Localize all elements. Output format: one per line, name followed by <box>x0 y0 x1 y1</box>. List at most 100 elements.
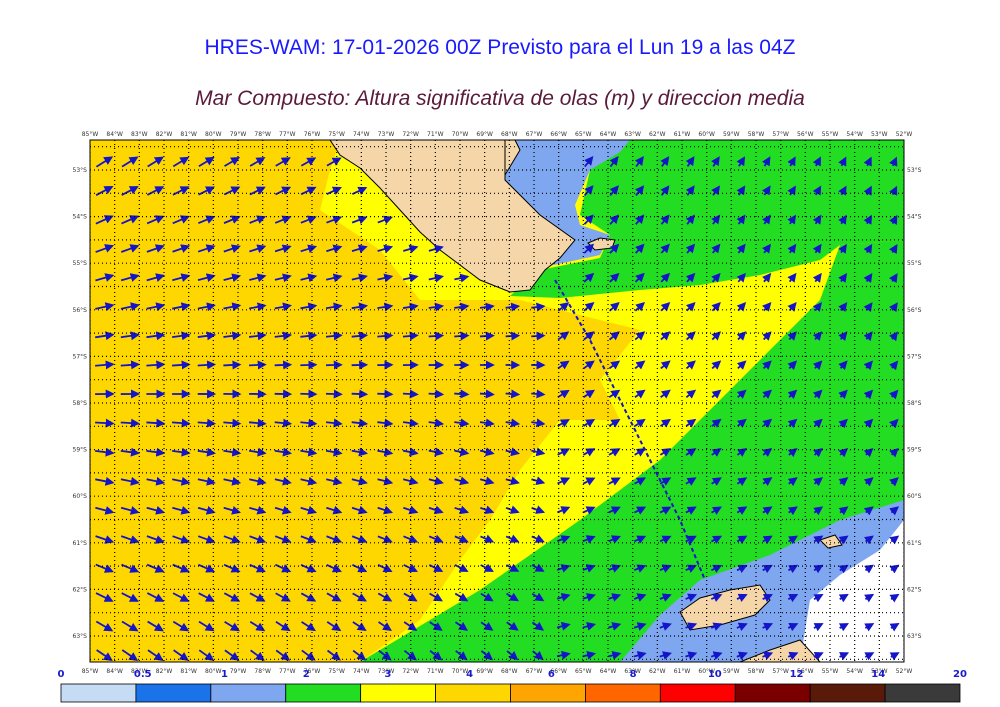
wave-arrow <box>95 447 115 457</box>
lon-label-top: 67°W <box>526 131 543 138</box>
wave-arrow <box>198 563 216 573</box>
wave-arrow <box>377 331 394 341</box>
wave-arrow <box>685 651 698 660</box>
lat-label-right: 56°S <box>907 307 922 314</box>
wave-arrow <box>429 621 443 631</box>
wave-arrow <box>685 564 697 573</box>
wave-arrow <box>402 331 419 341</box>
wave-arrow <box>172 592 190 602</box>
wave-arrow <box>95 273 115 282</box>
wave-arrow <box>608 331 620 341</box>
lon-label-top: 55°W <box>822 131 839 138</box>
wave-arrow <box>479 418 495 428</box>
lon-label-bottom: 55°W <box>822 668 839 675</box>
wave-arrow <box>172 418 191 428</box>
wave-arrow <box>812 302 822 312</box>
wave-arrow <box>377 215 393 225</box>
wave-arrow <box>762 447 773 458</box>
wave-arrow <box>197 418 217 428</box>
wave-arrow <box>863 418 874 429</box>
colorbar-segment <box>884 683 961 703</box>
lon-label-bottom: 66°W <box>550 668 567 675</box>
wave-arrow <box>863 535 874 545</box>
wave-arrow <box>249 244 267 254</box>
wave-arrow <box>325 418 343 428</box>
wave-arrow <box>326 157 342 167</box>
lat-label-left: 54°S <box>73 214 88 221</box>
wave-arrow <box>863 389 874 400</box>
wave-arrow <box>378 649 392 661</box>
wave-arrow <box>172 447 191 457</box>
wave-arrow <box>223 476 242 486</box>
wave-arrow <box>326 215 343 225</box>
wave-arrow <box>838 623 849 632</box>
lat-label-left: 55°S <box>73 260 88 267</box>
wave-arrow <box>736 477 748 486</box>
wave-arrow <box>120 360 141 370</box>
wave-arrow <box>685 535 697 544</box>
wave-arrow <box>377 244 394 254</box>
wave-arrow <box>633 651 647 660</box>
colorbar-segment <box>210 683 287 703</box>
wave-arrow <box>300 273 318 283</box>
lat-label-right: 61°S <box>907 540 922 547</box>
wave-arrow <box>736 360 747 370</box>
wave-arrow <box>863 447 874 458</box>
wave-arrow <box>146 215 165 225</box>
wave-arrow <box>223 592 241 602</box>
wave-arrow <box>198 649 215 661</box>
wave-arrow <box>428 273 444 283</box>
wave-arrow <box>326 592 342 602</box>
wave-arrow <box>863 506 874 516</box>
wave-arrow <box>121 186 139 196</box>
wave-arrow <box>761 214 771 225</box>
wave-arrow <box>275 563 292 573</box>
wave-arrow <box>223 215 241 224</box>
wave-arrow <box>863 185 872 196</box>
wave-arrow <box>223 418 242 428</box>
wave-arrow <box>198 620 215 632</box>
lon-label-bottom: 56°W <box>797 668 814 675</box>
wave-arrow <box>402 302 419 312</box>
lon-label-top: 76°W <box>304 131 321 138</box>
lon-label-top: 65°W <box>575 131 592 138</box>
lon-label-top: 79°W <box>230 131 247 138</box>
wave-arrow <box>146 331 166 341</box>
lon-label-top: 69°W <box>476 131 493 138</box>
wave-arrow <box>198 592 215 602</box>
latitude-labels-left: 53°S 54°S 55°S 56°S 57°S 58°S 59°S 60°S 61°S 62°S… <box>73 167 88 640</box>
wave-arrow <box>633 593 647 602</box>
wave-arrow <box>889 623 900 632</box>
wave-arrow <box>583 272 595 283</box>
wave-arrow <box>300 360 318 370</box>
wave-arrow <box>197 476 216 486</box>
wave-arrow <box>711 272 721 283</box>
wave-arrow <box>609 302 620 312</box>
wave-arrow <box>762 506 773 516</box>
lon-label-bottom: 84°W <box>106 668 123 675</box>
wave-arrow <box>172 620 190 632</box>
wave-arrow <box>300 215 317 225</box>
lon-label-bottom: 76°W <box>304 668 321 675</box>
wave-arrow <box>172 215 190 225</box>
wave-arrow <box>736 593 748 603</box>
colorbar-segment <box>734 683 811 703</box>
wave-arrow <box>685 418 697 428</box>
wave-arrow <box>146 506 166 515</box>
wave-arrow <box>479 302 495 312</box>
lon-label-top: 62°W <box>649 131 666 138</box>
lat-label-right: 59°S <box>907 447 922 454</box>
lon-label-top: 72°W <box>402 131 419 138</box>
lon-label-top: 82°W <box>156 131 173 138</box>
wave-arrow <box>351 215 368 225</box>
wave-arrow <box>660 389 671 399</box>
wave-arrow <box>812 185 822 196</box>
wave-arrow <box>249 563 266 573</box>
wave-arrow <box>736 418 747 428</box>
wave-arrow <box>95 156 114 168</box>
wave-arrow <box>377 273 394 283</box>
wave-arrow <box>634 156 644 168</box>
wave-arrow <box>736 447 747 457</box>
wave-arrow <box>224 156 241 167</box>
wave-arrow <box>198 215 216 225</box>
